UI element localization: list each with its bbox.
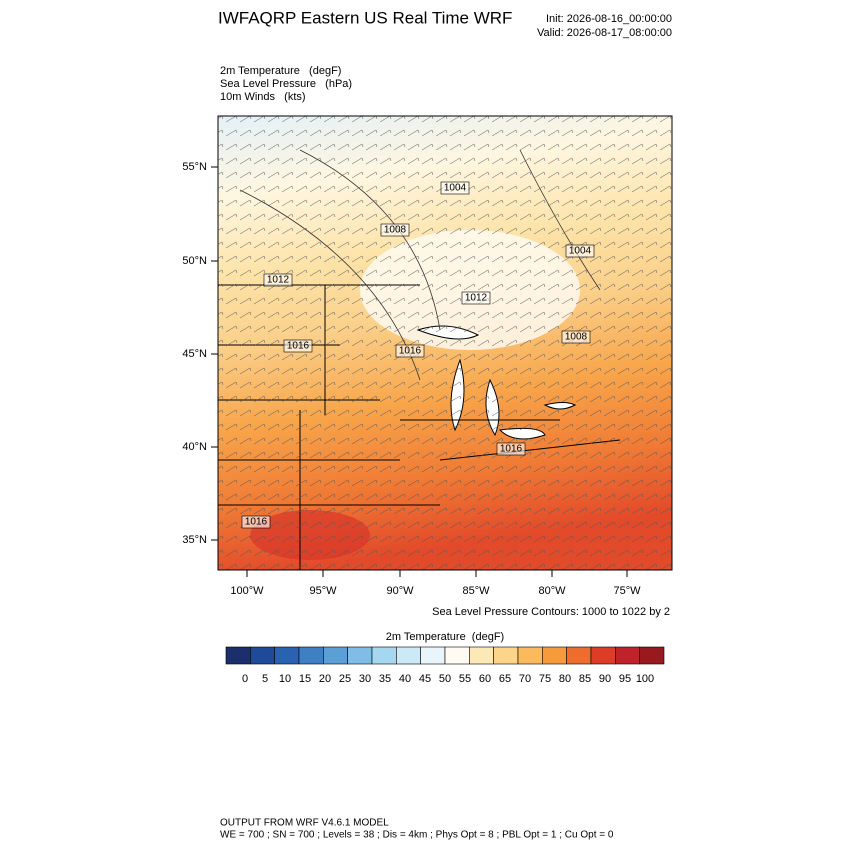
- contour-note: Sea Level Pressure Contours: 1000 to 102…: [432, 606, 670, 618]
- contour-label: 1004: [569, 246, 592, 257]
- colorbar-label: 80: [559, 673, 571, 685]
- footer-line: WE = 700 ; SN = 700 ; Levels = 38 ; Dis …: [220, 830, 614, 841]
- footer-line: OUTPUT FROM WRF V4.6.1 MODEL: [220, 818, 389, 829]
- lon-label: 80°W: [538, 585, 566, 597]
- map-frame: [217, 115, 673, 571]
- colorbar-box: [566, 646, 592, 665]
- contour-label: 1004: [444, 183, 467, 194]
- colorbar-label: 90: [599, 673, 611, 685]
- lat-label: 35°N: [182, 534, 207, 546]
- lat-label: 55°N: [182, 161, 207, 173]
- field-label: 10m Winds (kts): [220, 91, 306, 103]
- lon-label: 90°W: [386, 585, 414, 597]
- colorbar-box: [347, 646, 373, 665]
- lat-label: 40°N: [182, 441, 207, 453]
- field-label: Sea Level Pressure (hPa): [220, 78, 352, 90]
- colorbar-box: [250, 646, 275, 665]
- field-label: 2m Temperature (degF): [220, 65, 341, 77]
- colorbar-label: 60: [479, 673, 491, 685]
- contour-label-box: [461, 291, 491, 305]
- colorbar-label: 55: [459, 673, 471, 685]
- colorbar-label: 45: [419, 673, 431, 685]
- contour-label: 1016: [245, 517, 268, 528]
- title: IWFAQRP Eastern US Real Time WRF: [218, 8, 512, 27]
- contour-label-box: [561, 330, 591, 344]
- contour-label-box: [395, 344, 425, 358]
- colorbar-box: [517, 646, 543, 665]
- colorbar-label: 85: [579, 673, 591, 685]
- colorbar-label: 70: [519, 673, 531, 685]
- contour-label-box: [496, 442, 526, 456]
- colorbar-box: [396, 646, 421, 665]
- colorbar-label: 35: [379, 673, 391, 685]
- lon-label: 100°W: [230, 585, 264, 597]
- lon-label: 85°W: [462, 585, 490, 597]
- valid-time: Valid: 2026-08-17_08:00:00: [537, 27, 672, 39]
- colorbar-box: [323, 646, 348, 665]
- colorbar-box: [371, 646, 397, 665]
- contour-label-box: [283, 339, 313, 353]
- colorbar-label: 20: [319, 673, 331, 685]
- colorbar-label: 5: [262, 673, 268, 685]
- colorbar-label: 30: [359, 673, 371, 685]
- colorbar-box: [298, 646, 324, 665]
- contour-label: 1008: [384, 225, 407, 236]
- colorbar-box: [590, 646, 616, 665]
- contour-label: 1016: [287, 341, 310, 352]
- colorbar-box: [639, 646, 665, 665]
- colorbar-label: 0: [242, 673, 248, 685]
- colorbar-box: [225, 646, 251, 665]
- colorbar-label: 75: [539, 673, 551, 685]
- contour-label: 1016: [399, 346, 422, 357]
- colorbar-label: 15: [299, 673, 311, 685]
- colorbar-label: 40: [399, 673, 411, 685]
- colorbar-box: [420, 646, 446, 665]
- colorbar-label: 100: [636, 673, 654, 685]
- lon-label: 95°W: [309, 585, 337, 597]
- lat-label: 50°N: [182, 255, 207, 267]
- lon-label: 75°W: [613, 585, 641, 597]
- contour-label: 1012: [267, 275, 290, 286]
- contour-label: 1008: [565, 332, 588, 343]
- colorbar-label: 95: [619, 673, 631, 685]
- colorbar-label: 10: [279, 673, 291, 685]
- colorbar-box: [444, 646, 470, 665]
- contour-label: 1012: [465, 293, 488, 304]
- colorbar-box: [542, 646, 567, 665]
- colorbar-box: [615, 646, 640, 665]
- lat-label: 45°N: [182, 348, 207, 360]
- contour-label: 1016: [500, 444, 523, 455]
- colorbar-box: [469, 646, 494, 665]
- contour-label-box: [263, 273, 293, 287]
- colorbar-box: [274, 646, 300, 665]
- colorbar-label: 25: [339, 673, 351, 685]
- contour-label-box: [440, 181, 470, 195]
- contour-label-box: [380, 223, 410, 237]
- colorbar-label: 65: [499, 673, 511, 685]
- contour-label-box: [565, 244, 595, 258]
- colorbar-label: 50: [439, 673, 451, 685]
- colorbar-title: 2m Temperature (degF): [386, 631, 504, 643]
- colorbar-box: [493, 646, 519, 665]
- init-time: Init: 2026-08-16_00:00:00: [546, 13, 672, 25]
- contour-label-box: [241, 515, 271, 529]
